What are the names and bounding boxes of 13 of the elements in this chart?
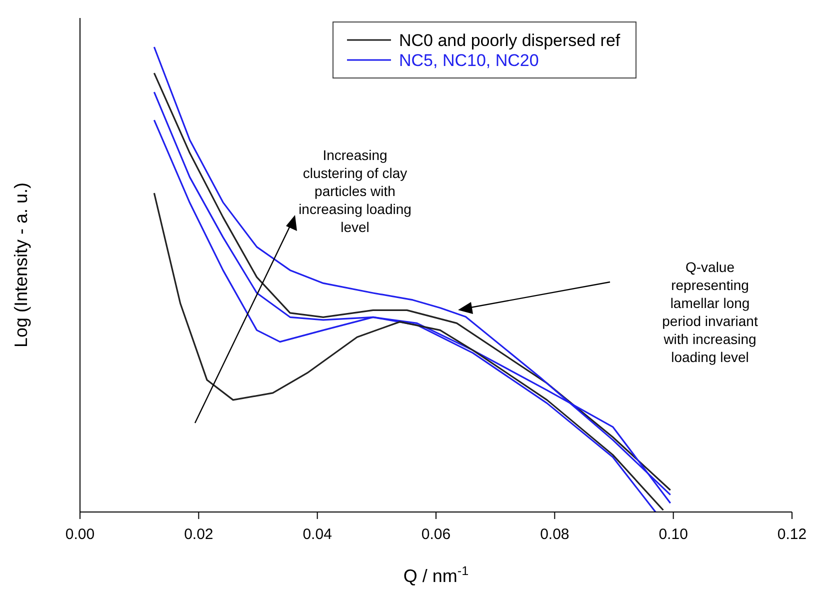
x-tick-label: 0.12	[777, 526, 807, 543]
x-tick-label: 0.02	[184, 526, 214, 543]
x-tick-label: 0.00	[65, 526, 95, 543]
y-axis-title: Log (Intensity - a. u.)	[11, 182, 31, 348]
annotation: Q-value representing lamellar long period invariant with increasing loading level	[662, 259, 758, 365]
x-tick-label: 0.10	[658, 526, 688, 543]
x-tick-label: 0.08	[540, 526, 570, 543]
legend-label: NC0 and poorly dispersed ref	[399, 31, 620, 50]
x-tick-label: 0.06	[421, 526, 451, 543]
annotation: Increasing clustering of clay particles with increasing loading level	[298, 147, 412, 235]
x-axis-title: Q / nm$^{-1}$	[403, 564, 469, 586]
x-tick-label: 0.04	[302, 526, 332, 543]
legend-label: NC5, NC10, NC20	[399, 51, 539, 70]
